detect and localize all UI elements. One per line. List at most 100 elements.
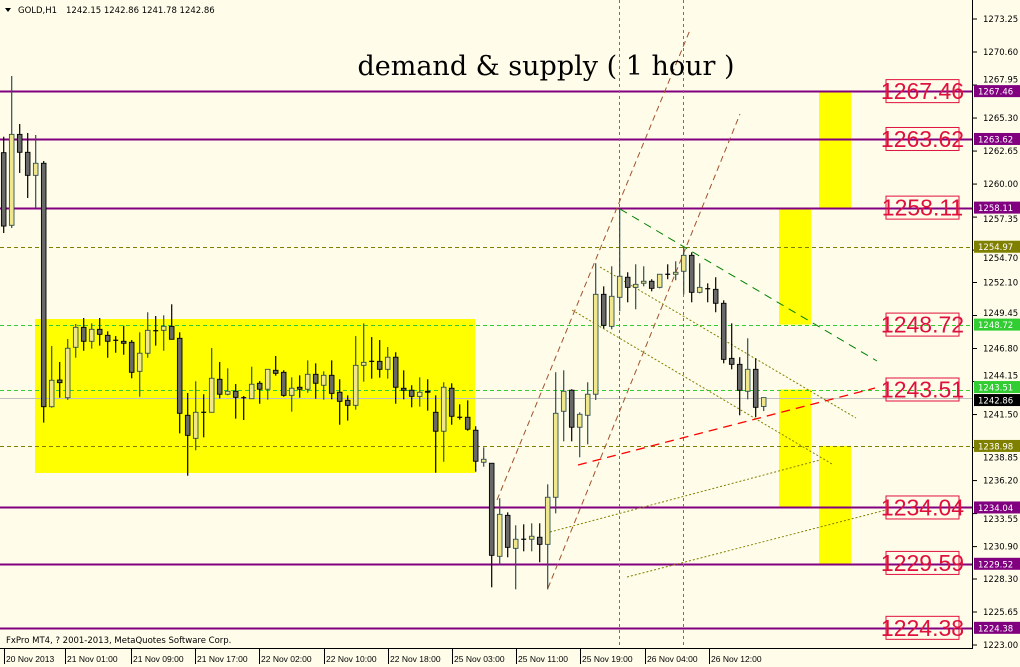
red-trendline[interactable] bbox=[577, 387, 876, 466]
candle bbox=[24, 132, 31, 199]
axis-price-tag: 1254.97 bbox=[974, 240, 1020, 253]
candle-body bbox=[344, 399, 351, 406]
axis-price-tag: 1248.72 bbox=[974, 318, 1020, 331]
candle-body bbox=[464, 416, 471, 430]
candle-body bbox=[248, 383, 255, 400]
y-tick-label: 1233.55 bbox=[983, 515, 1018, 525]
demand-zone-2[interactable] bbox=[819, 445, 851, 564]
y-tick-label: 1238.85 bbox=[983, 453, 1018, 463]
candle bbox=[472, 426, 479, 472]
supply-zone-1[interactable] bbox=[779, 208, 811, 325]
olive-dotted-line[interactable] bbox=[549, 459, 821, 533]
price-label-text: 1229.59 bbox=[881, 550, 964, 576]
candle-body bbox=[64, 347, 71, 399]
candle bbox=[416, 377, 423, 407]
candle bbox=[696, 263, 703, 294]
candle-body bbox=[192, 411, 199, 439]
olive-dotted-line[interactable] bbox=[626, 509, 887, 578]
axis-price-tag-text: 1267.46 bbox=[978, 88, 1013, 98]
candle-body bbox=[568, 389, 575, 428]
axis-price-tag: 1267.46 bbox=[974, 85, 1020, 98]
price-label-box bbox=[885, 550, 960, 575]
candle bbox=[96, 317, 103, 346]
candle-body bbox=[728, 357, 735, 365]
range-zone[interactable] bbox=[35, 318, 475, 473]
candle bbox=[312, 363, 319, 399]
candle-body bbox=[448, 387, 455, 417]
x-tick-label: 22 Nov 10:00 bbox=[326, 654, 377, 664]
price-axis[interactable] bbox=[972, 0, 1020, 667]
olive-dotted-line[interactable] bbox=[571, 309, 833, 465]
green-trendline[interactable] bbox=[619, 208, 878, 362]
candle bbox=[432, 395, 439, 473]
candle bbox=[592, 263, 599, 400]
y-tick-label: 1273.25 bbox=[983, 15, 1018, 25]
candle-body bbox=[560, 390, 567, 412]
candle-body bbox=[752, 368, 759, 408]
candle-body bbox=[144, 329, 151, 354]
candle-body bbox=[216, 378, 223, 395]
supply-zone-2[interactable] bbox=[819, 91, 851, 208]
candle-body bbox=[104, 334, 111, 342]
candle-body bbox=[600, 293, 607, 326]
candle bbox=[640, 266, 647, 287]
candle-body bbox=[536, 536, 543, 545]
candle bbox=[8, 76, 15, 229]
price-label-text: 1234.04 bbox=[881, 494, 964, 520]
chart-annotation-title[interactable]: demand & supply ( 1 hour ) bbox=[357, 51, 734, 82]
candle bbox=[376, 340, 383, 378]
candle bbox=[680, 247, 687, 295]
candle-body bbox=[584, 393, 591, 416]
candle bbox=[208, 348, 215, 413]
axis-price-tag-text: 1242.86 bbox=[978, 397, 1013, 407]
axis-price-tag-box bbox=[974, 201, 1020, 214]
y-tick-label: 1262.65 bbox=[983, 147, 1018, 157]
time-axis[interactable] bbox=[0, 649, 1020, 667]
candle-body bbox=[552, 412, 559, 498]
candle-body bbox=[40, 162, 47, 408]
axis-price-tags: 1267.46 1263.62 1258.11 1254.97 1248.72 1243.… bbox=[974, 85, 1020, 634]
candle-body bbox=[712, 288, 719, 304]
candle-body bbox=[56, 379, 63, 384]
candle bbox=[241, 395, 247, 421]
candle bbox=[736, 357, 743, 416]
candle bbox=[521, 524, 527, 552]
candle-body bbox=[680, 254, 687, 272]
x-tick-label: 25 Nov 03:00 bbox=[454, 654, 505, 664]
candle-body bbox=[488, 462, 495, 556]
candle bbox=[224, 368, 231, 396]
candle bbox=[201, 394, 207, 438]
demand-zone-1[interactable] bbox=[779, 389, 811, 508]
candle bbox=[104, 331, 111, 358]
candle bbox=[288, 377, 295, 412]
axis-price-tag-text: 1254.97 bbox=[978, 243, 1013, 253]
y-tick-label: 1230.90 bbox=[983, 543, 1018, 553]
candle bbox=[296, 375, 303, 398]
triangle-down-icon[interactable] bbox=[5, 8, 11, 12]
candle-body bbox=[232, 390, 239, 398]
candle-body bbox=[528, 535, 535, 540]
x-tick-label: 25 Nov 11:00 bbox=[518, 654, 568, 664]
candle bbox=[256, 381, 263, 404]
candles-layer bbox=[0, 76, 767, 590]
candle-body bbox=[312, 373, 319, 384]
candle-body bbox=[624, 276, 631, 288]
candle bbox=[720, 300, 727, 364]
axis-price-tag: 1229.52 bbox=[974, 557, 1020, 570]
channel-line-lower[interactable] bbox=[547, 113, 741, 589]
olive-dotted-line[interactable] bbox=[599, 266, 857, 419]
price-label: 1234.04 bbox=[881, 494, 964, 520]
candle bbox=[80, 317, 87, 351]
channel-line-upper[interactable] bbox=[496, 29, 691, 501]
candle-body bbox=[592, 293, 599, 395]
axis-price-tag-text: 1238.98 bbox=[978, 442, 1013, 452]
candle-body bbox=[384, 356, 391, 370]
axis-price-tag: 1238.98 bbox=[974, 439, 1020, 452]
y-tick-label: 1223.00 bbox=[983, 641, 1018, 651]
candle bbox=[448, 383, 455, 425]
candle-body bbox=[496, 513, 503, 557]
candle bbox=[504, 512, 511, 558]
candle-body bbox=[264, 368, 271, 390]
